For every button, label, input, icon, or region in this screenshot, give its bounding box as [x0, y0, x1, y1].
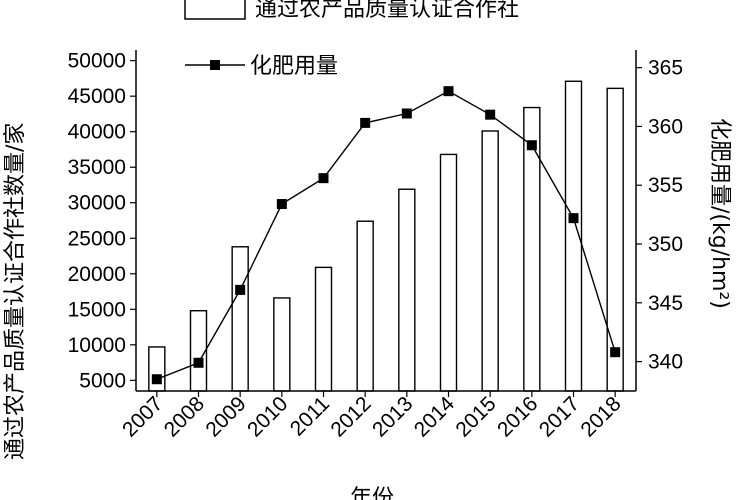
y-axis-right-title: 化肥用量/(kg/hm²) [707, 118, 732, 309]
y-left-tick-label: 35000 [68, 156, 126, 179]
line-point [443, 86, 454, 97]
bar [273, 297, 291, 392]
bar [189, 310, 208, 392]
y-right-tick-label: 365 [648, 57, 683, 80]
bar [439, 153, 458, 392]
bar [356, 220, 374, 392]
legend-line-label: 化肥用量 [250, 54, 338, 79]
y-left-tick-label: 40000 [68, 121, 126, 144]
plot-area: 5000 10000 15000 20000 25000 30000 35000 40000 4… [68, 50, 683, 442]
line-point [276, 199, 287, 210]
line-point [526, 140, 537, 151]
x-tick-label: 2009 [201, 392, 250, 441]
x-axis-title: 年份 [350, 486, 394, 500]
y-left-tick-label: 20000 [68, 263, 126, 286]
line-point [235, 284, 246, 295]
line-point [485, 109, 496, 120]
line-point [610, 347, 621, 358]
bar [481, 130, 499, 392]
x-tick-label: 2011 [286, 392, 334, 440]
line-point [318, 173, 329, 184]
line-point [193, 357, 204, 368]
line-point [568, 213, 579, 224]
bar [606, 87, 624, 392]
x-tick-label: 2016 [493, 392, 542, 441]
bar [398, 188, 416, 392]
legend-bar-label: 通过农产品质量认证合作社 [255, 0, 519, 22]
line-series [156, 90, 616, 380]
line-point [360, 117, 371, 128]
x-tick-label: 2008 [160, 392, 209, 441]
y-left-tick-label: 5000 [79, 369, 126, 392]
bar [148, 346, 166, 392]
x-tick-label: 2014 [410, 392, 460, 442]
x-tick-label: 2013 [368, 392, 417, 441]
y-left-tick-label: 45000 [68, 85, 126, 108]
x-tick-label: 2010 [243, 392, 292, 441]
y-left-tick-label: 30000 [68, 192, 126, 215]
y-right-tick-label: 360 [648, 115, 683, 138]
x-tick-label: 2018 [576, 392, 625, 441]
x-tick-label: 2017 [535, 392, 584, 441]
y-left-tick-label: 25000 [68, 227, 126, 250]
y-axis-left-title: 通过农产品质量认证合作社数量/家 [3, 123, 28, 460]
y-left-tick-label: 50000 [68, 50, 126, 73]
line-point [401, 108, 412, 119]
legend-line-marker [210, 60, 220, 70]
x-tick-label: 2007 [118, 392, 167, 441]
y-right-tick-label: 355 [648, 174, 683, 197]
y-left-tick-label: 10000 [68, 334, 126, 357]
y-right-tick-label: 350 [648, 233, 683, 256]
y-right-tick-label: 340 [648, 351, 683, 374]
legend: 通过农产品质量认证合作社 化肥用量 [184, 0, 519, 79]
x-tick-label: 2012 [326, 392, 375, 441]
y-left-tick-label: 15000 [68, 298, 126, 321]
x-tick-label: 2015 [451, 392, 500, 441]
line-point [151, 374, 162, 385]
bar [314, 266, 333, 392]
bar [231, 246, 249, 392]
y-right-tick-label: 345 [648, 292, 683, 315]
legend-bar-swatch [184, 0, 246, 20]
